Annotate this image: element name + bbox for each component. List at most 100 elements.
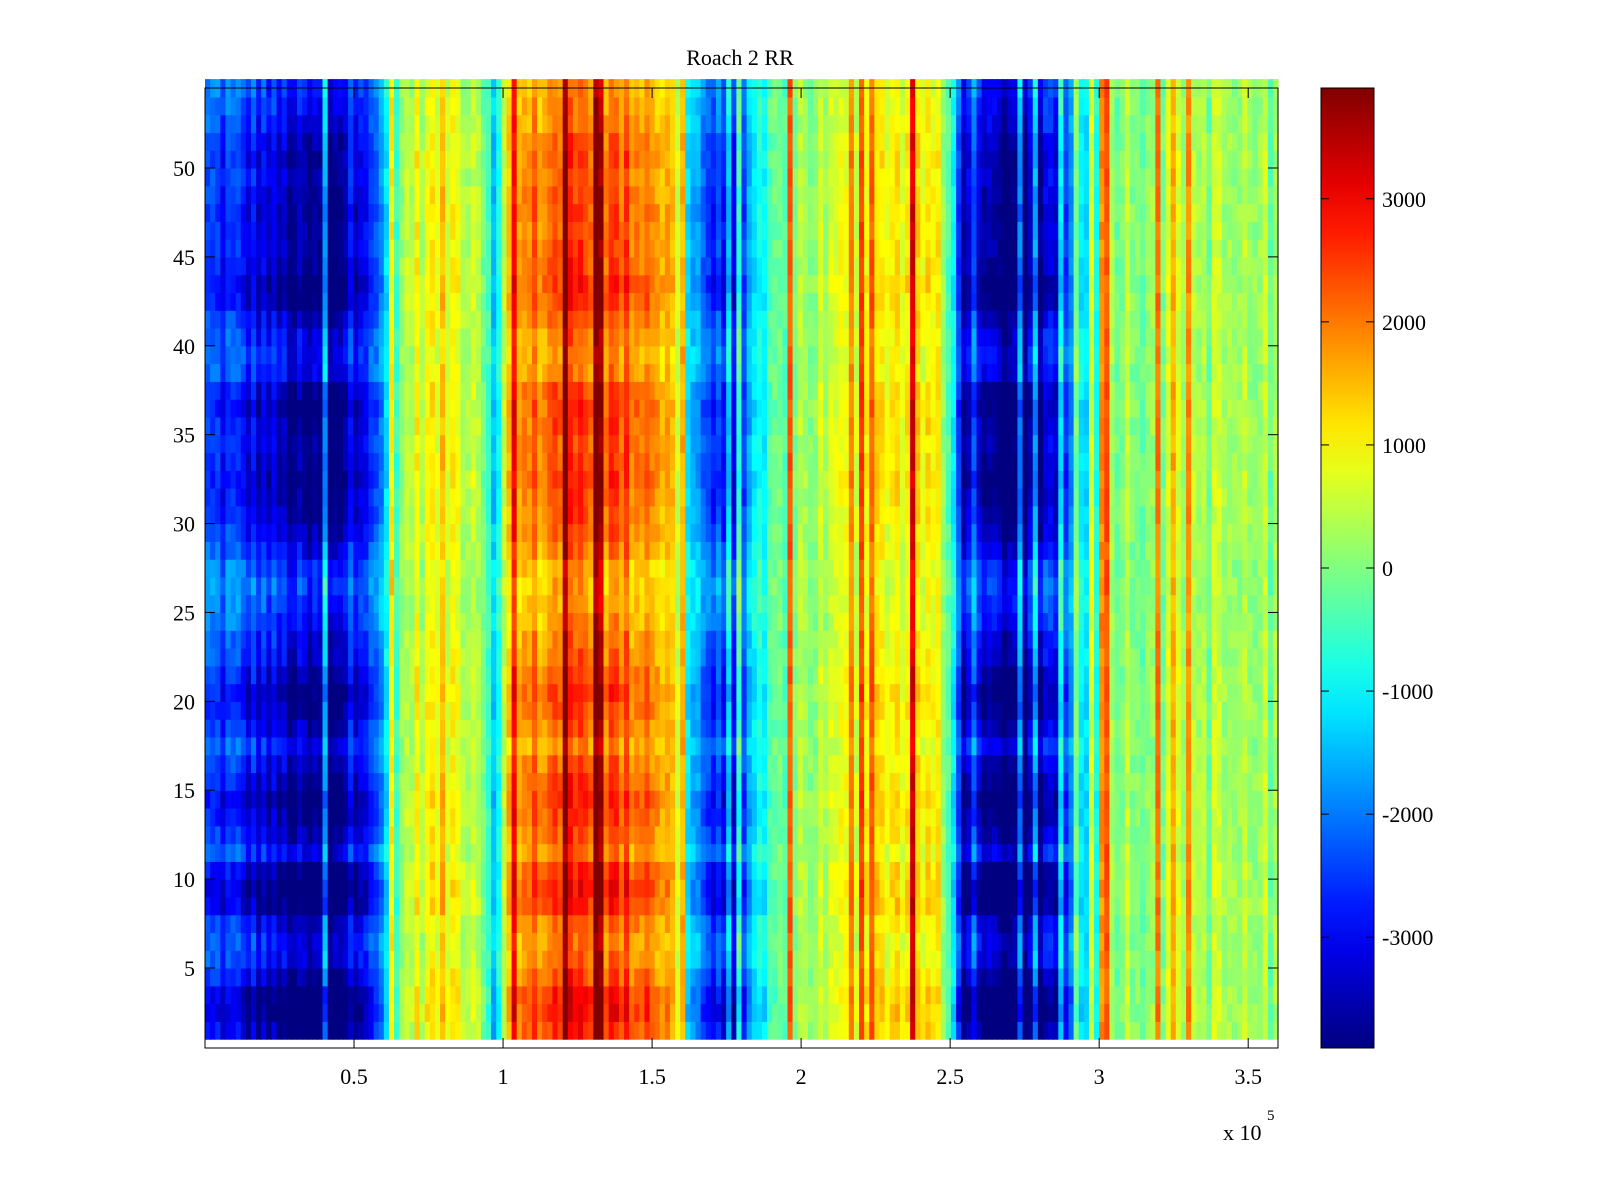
heatmap-cell (480, 879, 487, 898)
heatmap-cell (930, 772, 937, 791)
heatmap-cell (675, 1003, 681, 1022)
heatmap-cell (250, 701, 257, 720)
heatmap-cell (557, 736, 564, 756)
heatmap-cell (634, 772, 640, 791)
heatmap-cell (634, 665, 640, 685)
heatmap-cell (378, 701, 385, 720)
heatmap-cell (271, 879, 278, 898)
heatmap-cell (623, 896, 630, 916)
heatmap-cell (409, 879, 416, 898)
heatmap-cell (1129, 985, 1136, 1005)
heatmap-cell (532, 612, 538, 631)
heatmap-cell (889, 665, 896, 685)
heatmap-cell (245, 648, 252, 667)
heatmap-cell (782, 861, 789, 880)
heatmap-cell (981, 612, 988, 631)
heatmap-cell (874, 879, 881, 898)
heatmap-cell (1170, 772, 1177, 791)
heatmap-cell (905, 932, 911, 951)
heatmap-cell (419, 701, 426, 720)
heatmap-cell (271, 1003, 278, 1022)
heatmap-cell (240, 701, 247, 720)
heatmap-cell (818, 843, 824, 862)
heatmap-cell (526, 683, 533, 702)
heatmap-cell (1242, 772, 1248, 791)
heatmap-cell (1242, 736, 1248, 756)
heatmap-cell (1099, 879, 1105, 898)
heatmap-cell (629, 1003, 635, 1022)
heatmap-cell (440, 1003, 446, 1022)
heatmap-cell (445, 825, 451, 845)
heatmap-cell (583, 825, 589, 845)
heatmap-cell (1155, 808, 1162, 827)
heatmap-cell (991, 896, 998, 916)
heatmap-cell (337, 808, 344, 827)
heatmap-cell (409, 719, 416, 738)
heatmap-cell (286, 950, 293, 969)
heatmap-cell (480, 701, 487, 720)
heatmap-cell (312, 932, 319, 951)
heatmap-cell (455, 825, 462, 845)
heatmap-cell (930, 968, 937, 987)
heatmap-cell (588, 1003, 594, 1022)
heatmap-cell (429, 754, 436, 774)
heatmap-cell (807, 825, 814, 845)
heatmap-cell (271, 719, 278, 738)
heatmap-cell (450, 612, 456, 631)
heatmap-cell (491, 630, 497, 649)
heatmap-cell (1175, 968, 1182, 987)
heatmap-cell (618, 790, 625, 809)
heatmap-cell (1160, 719, 1167, 738)
heatmap-cell (1053, 790, 1059, 809)
heatmap-cell (848, 719, 855, 738)
heatmap-cell (664, 932, 671, 951)
heatmap-cell (1042, 701, 1049, 720)
heatmap-cell (848, 736, 855, 756)
heatmap-cell (245, 843, 252, 862)
heatmap-cell (1170, 648, 1177, 667)
heatmap-cell (230, 648, 237, 667)
heatmap-cell (1037, 754, 1044, 774)
heatmap-cell (608, 1021, 615, 1040)
heatmap-cell (404, 754, 410, 774)
heatmap-cell (746, 648, 753, 667)
heatmap-cell (250, 985, 257, 1005)
heatmap-cell (491, 879, 497, 898)
heatmap-cell (424, 985, 431, 1005)
heatmap-cell (271, 896, 278, 916)
heatmap-cell (608, 950, 615, 969)
heatmap-cell (1232, 754, 1238, 774)
heatmap-cell (205, 1003, 211, 1022)
heatmap-cell (537, 896, 543, 916)
heatmap-cell (215, 914, 221, 934)
heatmap-cell (1037, 825, 1044, 845)
heatmap-cell (281, 736, 288, 756)
heatmap-cell (721, 665, 727, 685)
heatmap-cell (889, 790, 896, 809)
heatmap-cell (751, 932, 758, 951)
heatmap-cell (634, 825, 640, 845)
heatmap-cell (271, 968, 278, 987)
heatmap-cell (307, 790, 313, 809)
heatmap-cell (1032, 736, 1039, 756)
heatmap-cell (623, 879, 630, 898)
heatmap-cell (317, 736, 324, 756)
heatmap-cell (388, 772, 395, 791)
heatmap-cell (1191, 683, 1197, 702)
heatmap-cell (864, 950, 870, 969)
heatmap-cell (1237, 879, 1243, 898)
heatmap-cell (618, 736, 625, 756)
heatmap-cell (205, 701, 211, 720)
heatmap-cell (1053, 772, 1059, 791)
heatmap-cell (715, 665, 722, 685)
heatmap-cell (1048, 861, 1054, 880)
heatmap-cell (440, 790, 446, 809)
heatmap-cell (1068, 736, 1075, 756)
heatmap-cell (981, 719, 988, 738)
heatmap-cell (813, 1003, 819, 1022)
heatmap-cell (1002, 612, 1008, 631)
heatmap-cell (710, 879, 717, 898)
heatmap-cell (1037, 932, 1044, 951)
heatmap-cell (215, 879, 221, 898)
